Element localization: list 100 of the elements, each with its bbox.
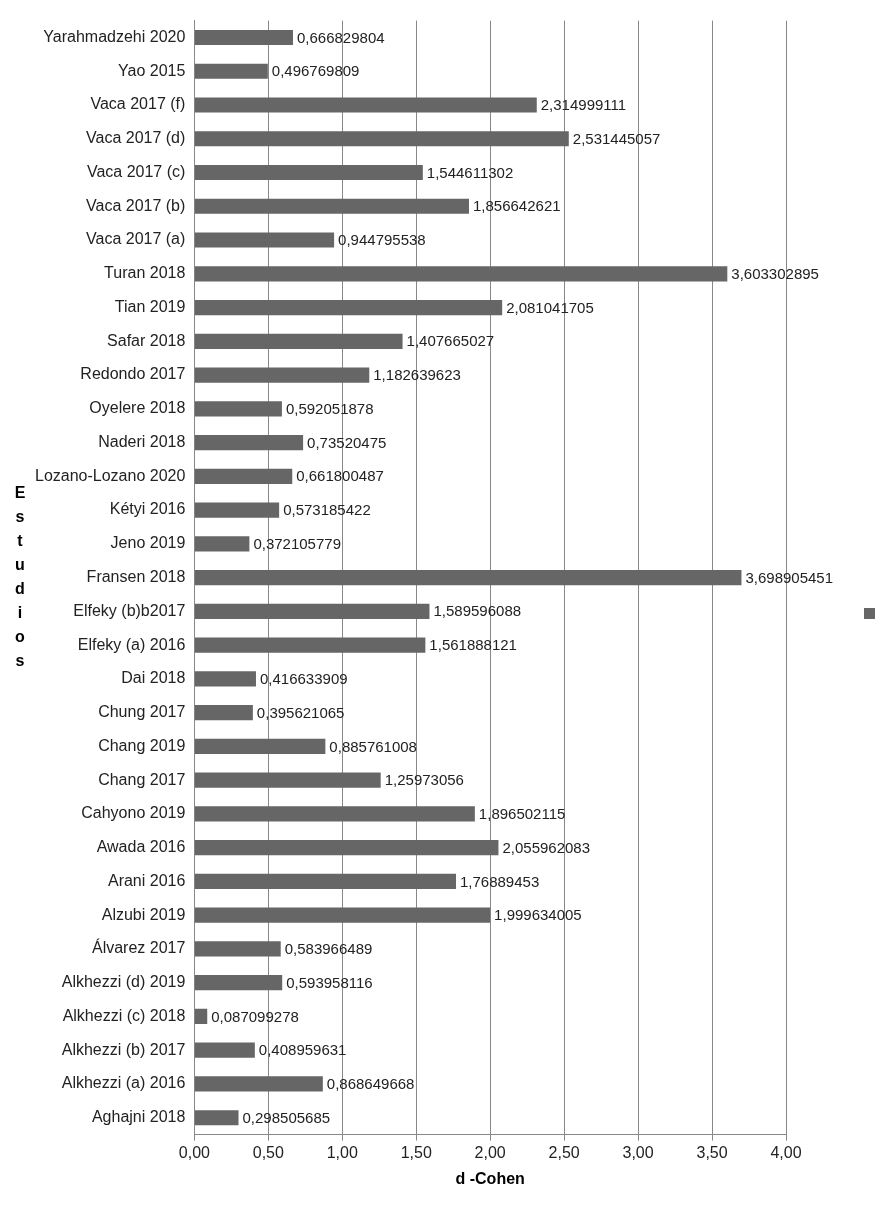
bar — [194, 637, 426, 653]
x-tick-label: 0,50 — [252, 1143, 284, 1161]
data-label: 2,055962083 — [502, 838, 591, 856]
bar — [194, 705, 253, 721]
bar — [194, 941, 281, 957]
bar — [194, 1042, 255, 1058]
data-label: 1,407665027 — [406, 332, 495, 350]
y-tick-label: Safar 2018 — [107, 331, 186, 349]
bar — [194, 97, 537, 113]
data-label: 0,395621065 — [256, 703, 345, 721]
y-tick-label: Aghajni 2018 — [91, 1108, 186, 1126]
data-label: 1,182639623 — [373, 366, 461, 384]
bar — [194, 671, 256, 687]
y-tick-label: Yarahmadzehi 2020 — [43, 27, 186, 45]
data-label: 0,944795538 — [338, 231, 426, 249]
bar — [194, 232, 335, 248]
bar — [194, 502, 280, 518]
data-label: 0,593958116 — [286, 973, 373, 991]
y-tick-label: Vaca 2017 (f) — [90, 95, 186, 113]
y-tick-label: Vaca 2017 (c) — [86, 162, 186, 180]
data-label: 3,698905451 — [745, 568, 834, 586]
bar — [194, 738, 326, 754]
bar — [194, 434, 304, 451]
data-label: 0,087099278 — [211, 1007, 299, 1025]
y-tick-label: Yao 2015 — [118, 61, 186, 79]
data-label: 1,999634005 — [494, 906, 582, 924]
x-axis-title: d -Cohen — [455, 1169, 525, 1187]
data-label: 1,856642621 — [472, 197, 561, 215]
y-tick-label: Alkhezzi (d) 2019 — [61, 973, 186, 991]
y-tick-label: Lozano-Lozano 2020 — [34, 466, 186, 484]
y-tick-label: Cahyono 2019 — [81, 804, 186, 822]
data-label: 2,314999111 — [540, 96, 627, 114]
data-label: 1,544611302 — [426, 163, 514, 181]
data-label: 0,666829804 — [296, 28, 385, 46]
bar — [194, 603, 430, 619]
x-tick-label: 1,50 — [400, 1143, 432, 1161]
x-tick-label: 3,00 — [622, 1143, 654, 1161]
bar — [194, 772, 381, 788]
bar — [194, 1008, 208, 1025]
data-label: 0,372105779 — [253, 534, 341, 552]
bar — [194, 367, 370, 383]
y-tick-label: Fransen 2018 — [86, 568, 186, 586]
data-label: 0,73520475 — [307, 433, 387, 451]
y-tick-label: Naderi 2018 — [98, 432, 186, 450]
bar — [194, 131, 569, 147]
bar — [194, 975, 283, 991]
y-tick-label: Turan 2018 — [104, 264, 186, 282]
bar — [194, 840, 499, 856]
data-label: 0,661800487 — [296, 467, 384, 485]
data-label: 0,298505685 — [242, 1108, 331, 1126]
bar — [194, 63, 268, 79]
y-tick-label: Arani 2016 — [107, 871, 186, 889]
y-tick-label: Alkhezzi (b) 2017 — [61, 1040, 186, 1058]
bar — [194, 1110, 239, 1126]
y-tick-label: Oyelere 2018 — [89, 399, 186, 417]
data-label: 2,081041705 — [506, 298, 594, 316]
y-tick-label: Tian 2019 — [114, 297, 186, 315]
y-tick-label: Elfeky (a) 2016 — [77, 635, 186, 653]
x-tick-label: 0,00 — [178, 1143, 211, 1161]
data-label: 0,416633909 — [259, 670, 348, 688]
bar — [194, 299, 503, 316]
y-tick-label: Chung 2017 — [98, 703, 186, 721]
x-tick-label: 2,50 — [548, 1143, 580, 1161]
data-label: 0,868649668 — [326, 1075, 415, 1093]
bar — [194, 164, 423, 181]
bar — [194, 333, 403, 349]
y-tick-label: Dai 2018 — [121, 669, 186, 687]
y-tick-label: Redondo 2017 — [80, 365, 186, 383]
data-label: 2,531445057 — [572, 129, 661, 147]
bar — [194, 907, 491, 923]
bar — [194, 468, 293, 484]
bar — [194, 401, 282, 417]
data-label: 0,592051878 — [285, 399, 374, 417]
y-axis-title: Estudios — [14, 484, 26, 670]
bar — [194, 198, 469, 214]
data-label: 0,408959631 — [258, 1041, 347, 1059]
y-tick-label: Vaca 2017 (a) — [86, 230, 186, 248]
bar — [194, 1076, 323, 1092]
x-tick-label: 1,00 — [326, 1143, 358, 1161]
data-label: 0,583966489 — [284, 940, 373, 958]
bar — [194, 536, 250, 552]
bar — [194, 266, 728, 282]
y-tick-label: Vaca 2017 (d) — [86, 129, 186, 147]
y-tick-label: Elfeky (b)b2017 — [73, 601, 186, 619]
data-label: 1,896502115 — [478, 805, 566, 823]
bar — [194, 873, 456, 890]
bar — [194, 29, 293, 46]
data-label: 1,561888121 — [429, 636, 517, 654]
x-tick-label: 2,00 — [474, 1143, 506, 1161]
x-tick-label: 3,50 — [696, 1143, 728, 1161]
y-tick-label: Alkhezzi (c) 2018 — [62, 1006, 186, 1024]
data-label: 1,76889453 — [459, 872, 540, 890]
y-tick-label: Alzubi 2019 — [101, 905, 186, 923]
data-label: 3,603302895 — [731, 264, 819, 282]
data-label: 0,496769809 — [271, 62, 360, 80]
bar — [194, 806, 475, 822]
y-tick-label: Jeno 2019 — [110, 534, 186, 552]
y-tick-label: Chang 2017 — [98, 770, 186, 788]
y-tick-label: Alkhezzi (a) 2016 — [61, 1074, 186, 1092]
data-label: 0,573185422 — [283, 501, 371, 519]
